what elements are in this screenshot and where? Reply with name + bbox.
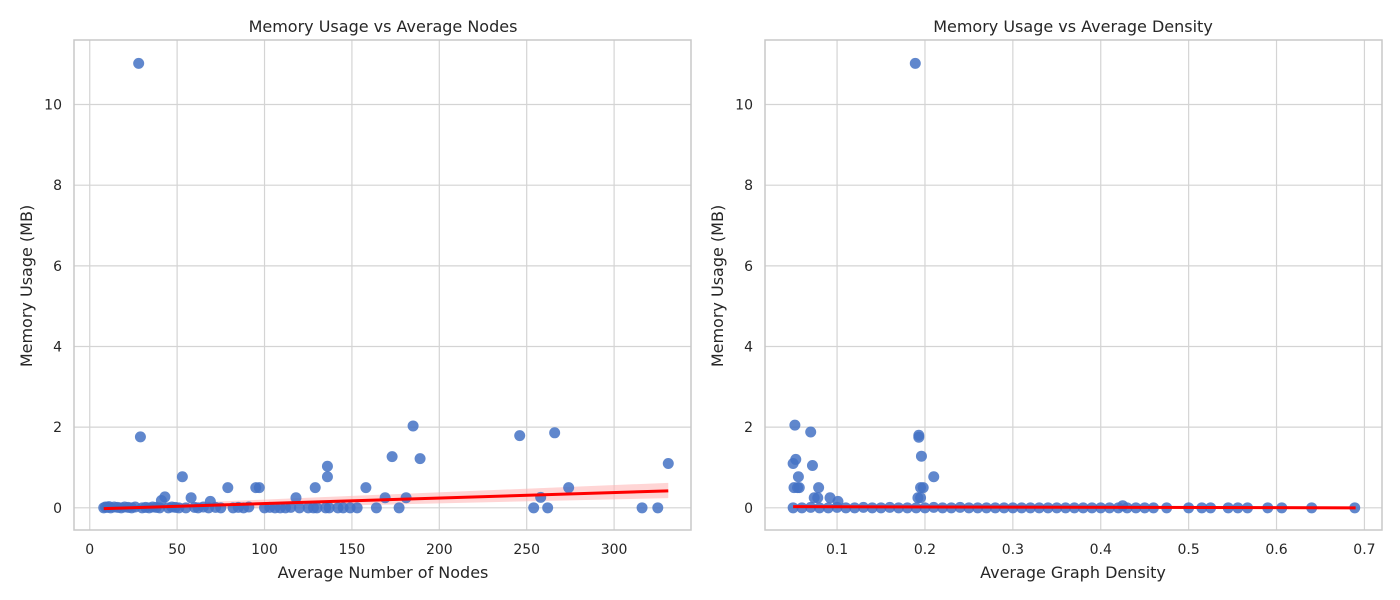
regression-line xyxy=(103,489,669,511)
scatter-point xyxy=(414,453,426,465)
scatter-point xyxy=(542,502,554,514)
scatter-point xyxy=(636,502,648,514)
x-tick-label: 150 xyxy=(339,542,366,558)
scatter-point xyxy=(159,491,171,503)
scatter-point xyxy=(789,419,801,431)
scatter-point xyxy=(928,471,940,483)
scatter-point xyxy=(909,57,921,69)
scatter-point xyxy=(293,502,305,514)
scatter-point xyxy=(222,482,234,494)
y-tick-label: 4 xyxy=(744,340,753,356)
y-tick-label: 0 xyxy=(744,501,753,517)
scatter-point xyxy=(812,492,824,504)
chart-title: Memory Usage vs Average Nodes xyxy=(249,17,518,36)
scatter-point xyxy=(360,482,372,494)
x-tick-label: 0 xyxy=(85,542,94,558)
x-axis-label: Average Number of Nodes xyxy=(278,563,489,582)
scatter-point xyxy=(321,460,333,472)
scatter-point xyxy=(185,492,197,504)
scatter-point xyxy=(321,471,333,483)
x-tick-label: 250 xyxy=(513,542,540,558)
y-tick-label: 8 xyxy=(744,178,753,194)
x-tick-label: 0.6 xyxy=(1265,542,1287,558)
scatter-point xyxy=(792,471,804,483)
scatter-point xyxy=(393,502,405,514)
scatter-point xyxy=(134,431,146,443)
x-tick-label: 300 xyxy=(601,542,628,558)
scatter-point xyxy=(309,482,321,494)
regression-line-path xyxy=(103,489,669,511)
scatter-point xyxy=(311,502,323,514)
x-tick-label: 0.2 xyxy=(914,542,936,558)
y-tick-label: 4 xyxy=(53,340,62,356)
scatter-point xyxy=(788,482,800,494)
y-tick-label: 10 xyxy=(735,98,753,114)
scatter-point xyxy=(370,502,382,514)
y-tick-label: 6 xyxy=(744,259,753,275)
scatter-point xyxy=(917,482,929,494)
y-tick-label: 2 xyxy=(53,420,62,436)
chart-title: Memory Usage vs Average Density xyxy=(933,17,1213,36)
scatter-point xyxy=(805,426,817,438)
plot-frame xyxy=(73,39,692,531)
y-tick-label: 8 xyxy=(53,178,62,194)
chart-memory-vs-nodes: Memory Usage vs Average Nodes Average Nu… xyxy=(17,17,692,582)
y-axis-label: Memory Usage (MB) xyxy=(17,205,36,367)
y-tick-label: 2 xyxy=(744,420,753,436)
scatter-point xyxy=(652,502,664,514)
x-tick-label: 0.5 xyxy=(1178,542,1200,558)
scatter-point xyxy=(323,502,335,514)
x-tick-label: 100 xyxy=(251,542,278,558)
regression-line-path xyxy=(793,505,1356,510)
scatter-point xyxy=(790,453,802,465)
scatter-point xyxy=(813,482,825,494)
x-tick-label: 0.3 xyxy=(1002,542,1024,558)
y-tick-label: 6 xyxy=(53,259,62,275)
x-tick-label: 0.7 xyxy=(1353,542,1375,558)
y-axis-label: Memory Usage (MB) xyxy=(708,205,727,367)
plot-frame xyxy=(764,39,1383,531)
scatter-point xyxy=(133,57,145,69)
scatter-point xyxy=(806,459,818,471)
x-tick-label: 200 xyxy=(426,542,453,558)
scatter-point xyxy=(379,492,391,504)
regression-line xyxy=(793,505,1356,510)
scatter-point xyxy=(528,502,540,514)
scatter-point xyxy=(549,427,561,439)
scatter-point xyxy=(662,457,674,469)
gridlines xyxy=(74,40,691,530)
scatter-point xyxy=(386,451,398,463)
x-tick-label: 0.1 xyxy=(826,542,848,558)
scatter-point xyxy=(351,502,363,514)
x-axis-label: Average Graph Density xyxy=(980,563,1166,582)
scatter-point xyxy=(563,482,575,494)
scatter-point xyxy=(290,492,302,504)
scatter-point xyxy=(915,492,927,504)
y-tick-label: 10 xyxy=(44,98,62,114)
scatter-point xyxy=(407,420,419,432)
x-tick-label: 0.4 xyxy=(1090,542,1112,558)
scatter-point xyxy=(253,482,265,494)
scatter-point xyxy=(913,431,925,443)
y-tick-label: 0 xyxy=(53,501,62,517)
scatter-point xyxy=(915,450,927,462)
x-tick-label: 50 xyxy=(168,542,186,558)
scatter-point xyxy=(514,430,526,442)
tick-labels: 0 50 100 150 200 250 300 0 2 4 6 8 10 xyxy=(44,98,627,558)
tick-labels: 0.1 0.2 0.3 0.4 0.5 0.6 0.7 0 2 4 6 8 10 xyxy=(735,98,1375,558)
chart-memory-vs-density: Memory Usage vs Average Density Average … xyxy=(708,17,1383,582)
scatter-point xyxy=(285,501,297,513)
scatter-point xyxy=(176,471,188,483)
